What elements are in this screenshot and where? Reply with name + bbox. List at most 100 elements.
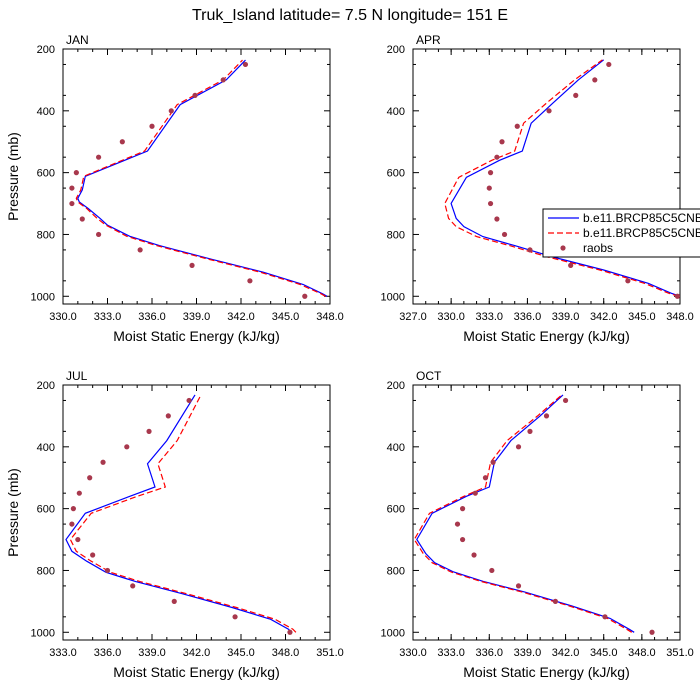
x-tick-label: 336.0 <box>514 311 542 323</box>
raobs-point <box>625 278 631 284</box>
x-tick-label: 342.0 <box>227 311 255 323</box>
raobs-point <box>486 185 492 191</box>
raobs-point <box>487 200 494 207</box>
y-tick-label: 1000 <box>31 291 55 303</box>
panel-oct: 330.0 333.0 336.0 339.0 342.0 345.0 348.0 351.0… <box>381 369 694 680</box>
raobs-point <box>70 506 76 512</box>
raobs-point <box>79 216 85 222</box>
legend: b.e11.BRCP85C5CNBDRD.f09_g16.001b.e11.BR… <box>542 208 700 258</box>
raobs-point <box>499 139 505 145</box>
raobs-point <box>247 278 253 284</box>
raobs-point <box>515 583 522 589</box>
series-line-dashed <box>75 59 326 297</box>
series-group <box>65 394 297 635</box>
series-group <box>413 394 655 635</box>
raobs-point <box>515 444 522 450</box>
raobs-point <box>602 614 608 620</box>
series-line-solid <box>65 394 292 633</box>
raobs-point <box>220 77 226 83</box>
figure-title: Truk_Island latitude= 7.5 N longitude= 1… <box>192 7 508 24</box>
x-tick-label: 333.0 <box>49 647 77 659</box>
x-tick-label: 348.0 <box>666 311 694 323</box>
y-tick-label: 600 <box>387 504 405 516</box>
raobs-point <box>573 92 579 98</box>
raobs-point <box>146 428 152 434</box>
series-line-solid <box>416 394 635 633</box>
raobs-point <box>96 231 102 238</box>
raobs-point <box>302 293 308 299</box>
x-tick-label: 333.0 <box>94 311 122 323</box>
y-tick-label: 400 <box>37 106 55 118</box>
raobs-point <box>189 262 195 268</box>
raobs-point <box>90 552 96 558</box>
raobs-point <box>100 459 106 465</box>
raobs-point <box>606 61 612 68</box>
x-tick-label: 333.0 <box>437 647 465 659</box>
raobs-point <box>73 170 79 176</box>
panel-title: JUL <box>66 369 88 383</box>
x-tick-label: 330.0 <box>399 647 427 659</box>
raobs-point <box>489 567 495 574</box>
raobs-point <box>454 521 461 527</box>
raobs-point <box>514 123 520 129</box>
x-tick-label: 330.0 <box>49 311 77 323</box>
y-tick-label: 800 <box>387 229 405 241</box>
raobs-point <box>459 536 466 543</box>
y-tick-label: 600 <box>37 504 55 516</box>
raobs-point <box>287 629 293 635</box>
x-tick-label: 339.0 <box>552 311 580 323</box>
x-tick-label: 345.0 <box>590 647 618 659</box>
raobs-point <box>87 475 93 481</box>
x-tick-label: 327.0 <box>399 311 427 323</box>
y-tick-label: 200 <box>37 44 55 56</box>
x-tick-label: 342.0 <box>590 311 618 323</box>
panel-title: APR <box>416 33 441 47</box>
raobs-point <box>494 154 500 160</box>
raobs-point <box>674 293 680 299</box>
raobs-point <box>546 108 552 114</box>
raobs-point <box>69 185 75 191</box>
y-axis-label: Pressure (mb) <box>5 132 21 221</box>
x-tick-label: 345.0 <box>272 311 300 323</box>
raobs-point <box>472 490 478 496</box>
x-tick-label: 348.0 <box>628 647 656 659</box>
x-tick-label: 351.0 <box>666 647 694 659</box>
series-line-dashed <box>444 59 679 297</box>
raobs-point <box>119 139 125 145</box>
raobs-point <box>482 475 489 481</box>
x-tick-label: 348.0 <box>316 311 344 323</box>
x-axis-label: Moist Static Energy (kJ/kg) <box>113 664 280 680</box>
plot-frame <box>62 384 331 641</box>
plot-frame <box>412 48 681 305</box>
raobs-point <box>501 231 508 238</box>
raobs-point <box>552 598 559 604</box>
y-tick-label: 400 <box>387 442 405 454</box>
plot-frame <box>412 384 681 641</box>
panel-title: JAN <box>66 33 89 47</box>
y-tick-label: 1000 <box>381 291 405 303</box>
x-tick-label: 348.0 <box>272 647 300 659</box>
series-line-solid <box>77 59 328 297</box>
raobs-point <box>124 444 130 450</box>
raobs-point <box>168 108 174 114</box>
raobs-point <box>104 567 111 574</box>
raobs-point <box>69 521 75 527</box>
series-line-solid <box>450 59 680 297</box>
y-tick-label: 1000 <box>381 627 405 639</box>
y-tick-label: 200 <box>387 380 405 392</box>
raobs-point <box>562 397 569 404</box>
raobs-point <box>192 92 198 98</box>
x-tick-label: 345.0 <box>227 647 255 659</box>
x-tick-label: 336.0 <box>138 311 166 323</box>
x-tick-label: 351.0 <box>316 647 344 659</box>
y-tick-label: 800 <box>387 565 405 577</box>
y-tick-label: 200 <box>387 44 405 56</box>
raobs-point <box>76 490 82 496</box>
legend-label: raobs <box>583 241 613 255</box>
raobs-point <box>487 170 494 176</box>
raobs-point <box>186 397 192 404</box>
y-tick-label: 400 <box>37 442 55 454</box>
x-tick-label: 336.0 <box>94 647 122 659</box>
x-tick-label: 339.0 <box>138 647 166 659</box>
